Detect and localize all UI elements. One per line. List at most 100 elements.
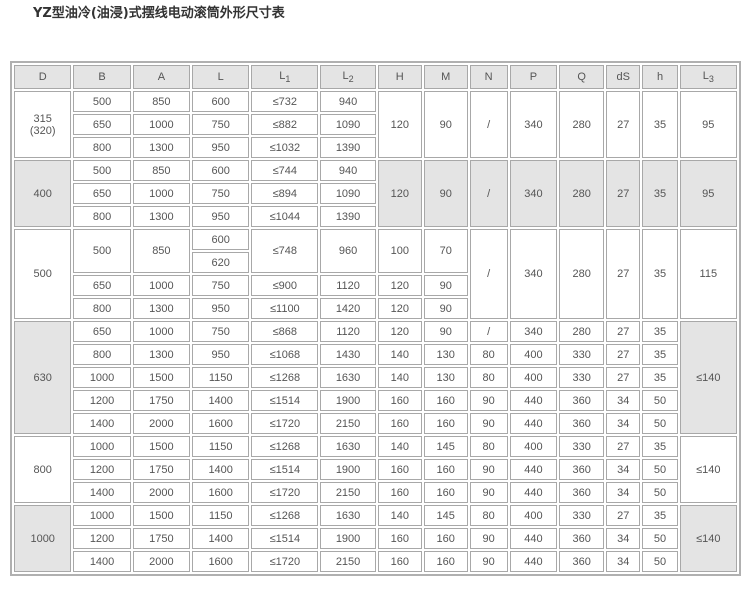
- table-cell: ≤1268: [251, 367, 319, 388]
- table-cell: 1750: [132, 528, 191, 549]
- table-cell: 330: [559, 505, 605, 526]
- table-cell: 27: [606, 160, 641, 227]
- table-cell: 90: [423, 160, 468, 227]
- table-cell: 80: [469, 367, 508, 388]
- table-cell: 27: [606, 505, 641, 526]
- table-cell: 50: [642, 413, 678, 434]
- table-cell: ≤868: [251, 321, 319, 342]
- column-header: M: [423, 65, 468, 89]
- table-row: 315 (320) 500 850 600 ≤732 940 120 90/340 280 27 35…: [14, 91, 737, 158]
- table-cell: 1090: [320, 114, 376, 135]
- table-cell: 650: [73, 183, 131, 204]
- table-cell: 80: [469, 344, 508, 365]
- table-cell: 960: [320, 229, 376, 273]
- table-cell: 160: [423, 413, 468, 434]
- table-cell: 34: [606, 459, 641, 480]
- table-cell: 27: [606, 367, 641, 388]
- table-cell: 90: [469, 528, 508, 549]
- table-row: 800 1300 950 ≤1032 1390: [14, 137, 737, 158]
- table-cell: 440: [509, 551, 558, 572]
- column-header: dS: [606, 65, 641, 89]
- table-cell: ≤748: [251, 229, 319, 273]
- column-header: L2: [320, 65, 376, 89]
- table-cell: 400: [509, 505, 558, 526]
- table-cell: 950: [192, 344, 250, 365]
- column-header: Q: [559, 65, 605, 89]
- table-cell: 90: [469, 551, 508, 572]
- table-cell: 160: [377, 551, 422, 572]
- table-cell: 90: [469, 482, 508, 503]
- table-cell: 160: [377, 413, 422, 434]
- table-cell: 1400: [192, 528, 250, 549]
- table-cell: 1150: [192, 505, 250, 526]
- column-header: D: [14, 65, 72, 89]
- table-cell: 440: [509, 390, 558, 411]
- table-row: 800 1000 1500 1150 ≤1268 1630 140 145 80 400 330 27…: [14, 436, 737, 503]
- table-cell: 140: [377, 436, 422, 457]
- table-cell: 440: [509, 459, 558, 480]
- table-cell: 800: [73, 344, 131, 365]
- table-cell: 100: [377, 229, 422, 273]
- table-cell: 160: [423, 551, 468, 572]
- table-cell: 34: [606, 390, 641, 411]
- table-cell: 750: [192, 183, 250, 204]
- table-cell: ≤1514: [251, 390, 319, 411]
- table-cell: 1300: [132, 137, 191, 158]
- table-cell: 1400: [192, 459, 250, 480]
- table-cell: 130: [423, 344, 468, 365]
- table-row: 1000 1500 1150 ≤1268 1630 140 130 80 400 330 27 35: [14, 367, 737, 388]
- table-row: 500 500 850 600 ≤748 960 100 70/340 280 27 35 115: [14, 229, 737, 319]
- table-cell: 140: [377, 367, 422, 388]
- table-cell: 940: [320, 160, 376, 181]
- table-cell: 95: [679, 91, 737, 158]
- table-cell: 1500: [132, 436, 191, 457]
- column-header: h: [642, 65, 678, 89]
- table-cell: 750: [192, 114, 250, 135]
- table-cell: 500: [73, 91, 131, 112]
- table-cell: 630: [14, 321, 72, 434]
- table-row: 1000 1000 1500 1150 ≤1268 1630 140 145 80 400 330 2…: [14, 505, 737, 572]
- table-cell: 1000: [132, 114, 191, 135]
- table-cell: ≤1032: [251, 137, 319, 158]
- table-cell: 80: [469, 505, 508, 526]
- table-cell: 340: [509, 160, 558, 227]
- table-cell: ≤1268: [251, 436, 319, 457]
- table-cell: 800: [73, 298, 131, 319]
- table-cell: 1120: [320, 321, 376, 342]
- table-cell: 280: [559, 91, 605, 158]
- table-cell: 400: [509, 344, 558, 365]
- table-cell: ≤1068: [251, 344, 319, 365]
- table-cell: 500: [73, 160, 131, 181]
- table-row: 1200 1750 1400 ≤1514 1900 160 160 90 440 360 34 50: [14, 390, 737, 411]
- table-cell: 1900: [320, 390, 376, 411]
- table-cell: 360: [559, 390, 605, 411]
- table-cell: 160: [377, 482, 422, 503]
- table-cell: 650: [73, 275, 131, 296]
- table-cell: 35: [642, 160, 678, 227]
- table-cell: 1300: [132, 344, 191, 365]
- table-cell: 90: [423, 91, 468, 158]
- table-cell: 1500: [132, 505, 191, 526]
- table-cell: 1200: [73, 390, 131, 411]
- table-cell: 1420: [320, 298, 376, 319]
- table-cell: 120: [377, 91, 422, 158]
- table-cell: 600: [192, 229, 250, 250]
- table-cell: 280: [559, 160, 605, 227]
- table-row: 1400 2000 1600 ≤1720 2150 160 160 90 440 360 34 50: [14, 482, 737, 503]
- table-cell: 90: [469, 413, 508, 434]
- table-cell: 750: [192, 321, 250, 342]
- table-cell: 2150: [320, 551, 376, 572]
- table-cell: 1500: [132, 367, 191, 388]
- table-cell: 850: [132, 91, 191, 112]
- table-cell: 1000: [132, 275, 191, 296]
- table-cell: 1000: [132, 183, 191, 204]
- table-cell: 34: [606, 482, 641, 503]
- table-cell: 1000: [14, 505, 72, 572]
- table-cell: 400: [509, 436, 558, 457]
- table-cell: 1750: [132, 459, 191, 480]
- table-cell: 940: [320, 91, 376, 112]
- table-cell: 2000: [132, 551, 191, 572]
- table-cell: 1300: [132, 206, 191, 227]
- table-cell: 315 (320): [14, 91, 72, 158]
- column-header: L1: [251, 65, 319, 89]
